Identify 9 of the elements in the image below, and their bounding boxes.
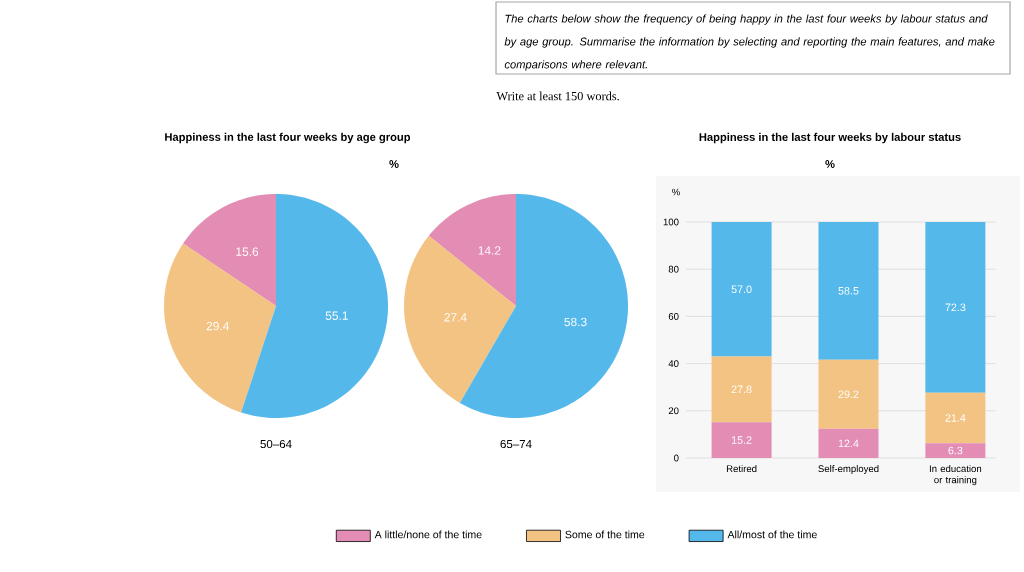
bar (818, 428, 879, 458)
bar (818, 359, 879, 429)
bar (711, 222, 772, 357)
bar (925, 392, 986, 444)
bar (711, 356, 772, 423)
bar (818, 222, 879, 360)
bar (925, 443, 986, 458)
bar (925, 222, 986, 393)
bar (711, 422, 772, 458)
